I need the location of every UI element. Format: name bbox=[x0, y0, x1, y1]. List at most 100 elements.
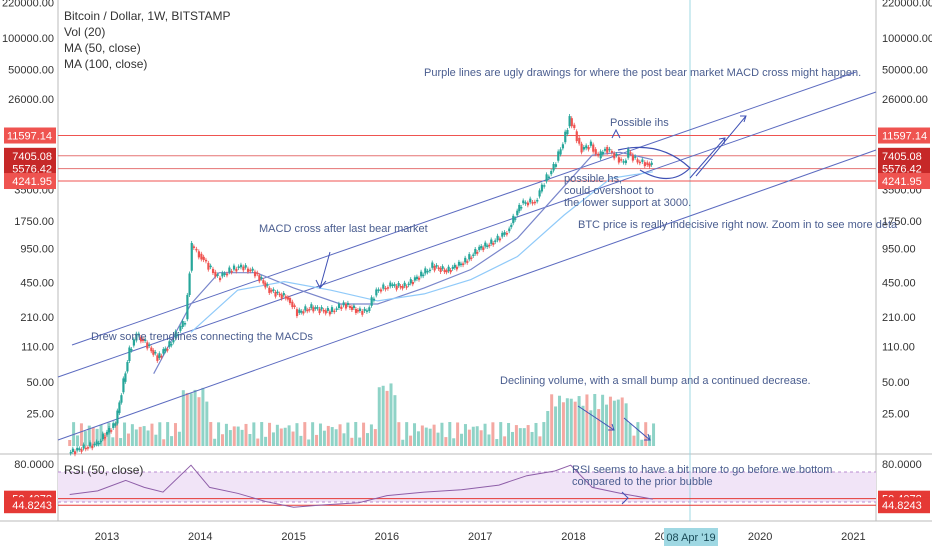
volume-bar bbox=[154, 434, 158, 446]
candle-body bbox=[415, 276, 419, 280]
candle-body bbox=[150, 347, 153, 352]
candle-body bbox=[344, 304, 348, 309]
volume-bar bbox=[232, 426, 236, 446]
candle-body bbox=[130, 349, 133, 351]
y-tick-left: 50.00 bbox=[26, 377, 54, 389]
candle-body bbox=[214, 271, 217, 277]
ma100-line bbox=[190, 171, 653, 333]
candle-body bbox=[293, 305, 296, 307]
candle-body bbox=[646, 162, 649, 165]
price-badge-left-bg bbox=[4, 147, 56, 164]
candle-body bbox=[110, 430, 113, 432]
volume-bar bbox=[463, 424, 467, 446]
candle-body bbox=[84, 447, 87, 450]
rsi-badge-right-bg bbox=[878, 497, 930, 514]
candle-body bbox=[192, 246, 196, 248]
candle-body bbox=[592, 144, 595, 152]
volume-bar bbox=[326, 425, 330, 446]
candle-body bbox=[531, 202, 534, 204]
legend-ma50: MA (50, close) bbox=[64, 41, 141, 55]
candle-body bbox=[375, 289, 378, 296]
price-badge-right-bg bbox=[878, 173, 930, 190]
volume-bar bbox=[636, 422, 640, 446]
rsi-tick-left: 80.0000 bbox=[14, 459, 54, 471]
candle-body bbox=[207, 262, 210, 270]
volume-bar bbox=[612, 400, 616, 446]
ann-trendlines: Drew some trendlines connecting the MACD… bbox=[91, 331, 313, 343]
candle-body bbox=[188, 273, 191, 295]
candle-body bbox=[137, 333, 140, 336]
candle-body bbox=[95, 441, 98, 445]
volume-bar bbox=[138, 426, 142, 446]
volume-bar bbox=[68, 440, 72, 446]
candle-body bbox=[221, 272, 224, 277]
candle-body bbox=[91, 445, 94, 449]
legend: Bitcoin / Dollar, 1W, BITSTAMP Vol (20) … bbox=[64, 8, 231, 72]
volume-bar bbox=[240, 429, 244, 446]
candle-body bbox=[80, 449, 83, 452]
candle-body bbox=[641, 159, 644, 162]
candle-body bbox=[453, 264, 456, 268]
volume-bar bbox=[444, 437, 448, 446]
candle-body bbox=[118, 402, 121, 414]
volume-bar bbox=[315, 434, 319, 446]
candle-body bbox=[209, 265, 212, 268]
ann-indecisive: BTC price is really indecisive right now… bbox=[578, 219, 898, 231]
candle-body bbox=[141, 338, 145, 342]
volume-bar bbox=[577, 396, 581, 446]
volume-bar bbox=[271, 432, 275, 446]
candle-body bbox=[518, 204, 521, 212]
candle-body bbox=[391, 284, 394, 286]
candle-body bbox=[433, 265, 436, 271]
candle-body bbox=[166, 349, 169, 351]
rsi-badge-left-bg bbox=[4, 497, 56, 514]
volume-bar bbox=[475, 426, 479, 446]
candle-body bbox=[482, 247, 485, 251]
candle-body bbox=[264, 282, 267, 288]
x-tick: 2021 bbox=[841, 531, 865, 543]
candle-body bbox=[272, 289, 275, 292]
candle-body bbox=[441, 266, 444, 269]
candle-body bbox=[195, 248, 198, 251]
volume-bar bbox=[487, 434, 491, 446]
candle-body bbox=[302, 311, 305, 314]
candle-body bbox=[420, 271, 423, 277]
volume-bar bbox=[142, 426, 146, 446]
candle-body bbox=[152, 350, 155, 355]
candle-body bbox=[552, 163, 555, 171]
candle-body bbox=[71, 448, 75, 452]
candle-body bbox=[418, 277, 421, 280]
volume-bar bbox=[620, 397, 624, 446]
volume-bar bbox=[503, 436, 507, 446]
volume-bar bbox=[565, 398, 569, 446]
volume-bar bbox=[166, 422, 170, 446]
candle-body bbox=[216, 274, 219, 276]
volume-bar bbox=[597, 409, 601, 446]
candle-body bbox=[126, 362, 129, 372]
volume-bar bbox=[330, 427, 334, 446]
candle-body bbox=[148, 344, 151, 346]
arrow-volume-1 bbox=[577, 405, 615, 431]
candle-body bbox=[631, 154, 635, 161]
candle-body bbox=[230, 270, 233, 273]
y-tick-right: 110.00 bbox=[882, 341, 915, 353]
volume-bar bbox=[436, 432, 440, 446]
volume-bar bbox=[534, 422, 538, 446]
candle-body bbox=[575, 131, 578, 142]
volume-bar bbox=[507, 422, 511, 446]
volume-bar bbox=[185, 392, 189, 446]
volume-bar bbox=[209, 422, 213, 446]
candle-body bbox=[538, 190, 541, 197]
candle-body bbox=[276, 291, 279, 294]
x-tick: 2015 bbox=[281, 531, 305, 543]
volume-bar bbox=[197, 397, 201, 446]
candle-body bbox=[384, 287, 387, 290]
candle-body bbox=[545, 174, 548, 182]
candle-body bbox=[397, 283, 400, 286]
volume-bar bbox=[307, 439, 311, 446]
legend-vol: Vol (20) bbox=[64, 25, 106, 39]
candle-body bbox=[300, 311, 303, 313]
candle-body bbox=[211, 268, 215, 274]
candle-body bbox=[610, 151, 614, 153]
volume-bar bbox=[365, 433, 369, 446]
